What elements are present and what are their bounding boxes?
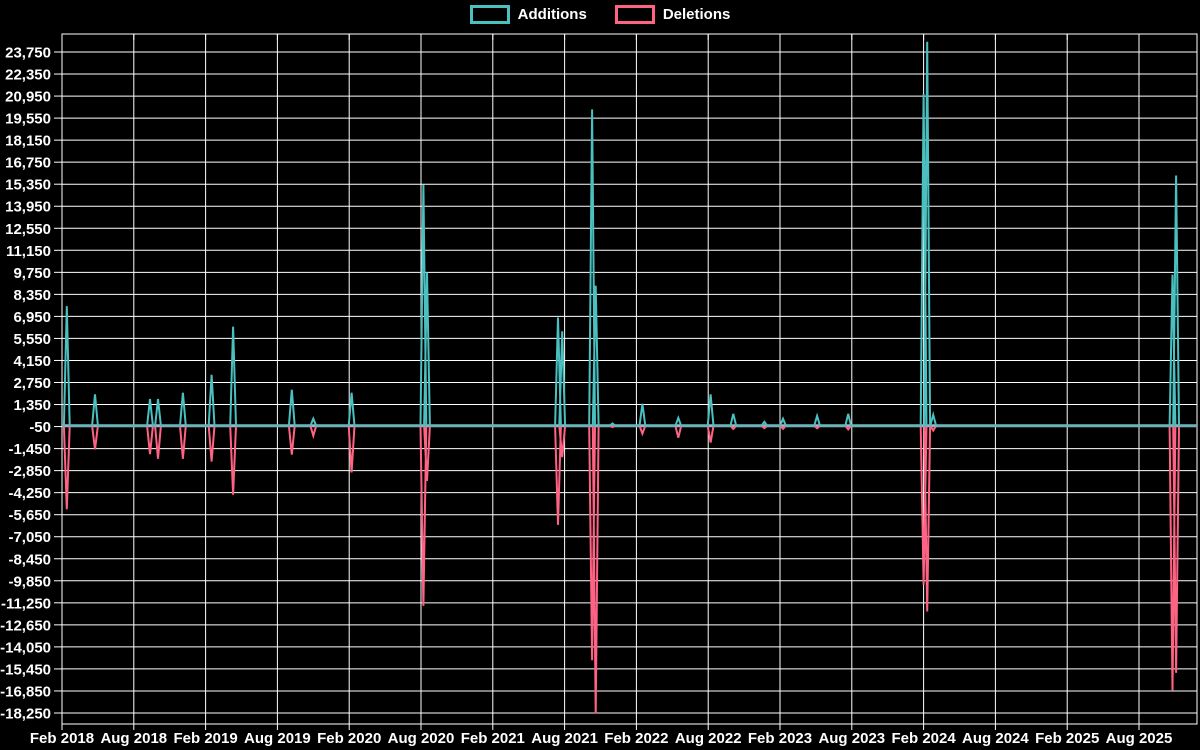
additions-legend-label: Additions bbox=[517, 5, 587, 23]
x-axis-label: Aug 2020 bbox=[388, 730, 455, 747]
legend-item-additions[interactable]: Additions bbox=[469, 5, 587, 24]
additions-line bbox=[62, 41, 1197, 427]
chart-legend: Additions Deletions bbox=[0, 5, 1200, 24]
y-axis-label: 12,550 bbox=[5, 221, 51, 238]
y-axis-label: 22,350 bbox=[5, 67, 51, 84]
y-axis-label: -16,850 bbox=[0, 683, 51, 700]
y-axis-label: -2,850 bbox=[8, 463, 51, 480]
deletions-legend-label: Deletions bbox=[662, 5, 731, 23]
y-axis-label: -4,250 bbox=[8, 485, 51, 502]
x-axis-label: Aug 2019 bbox=[244, 730, 311, 747]
y-axis-label: -1,450 bbox=[8, 441, 51, 458]
x-axis-label: Feb 2025 bbox=[1035, 730, 1099, 747]
y-axis-label: 6,950 bbox=[13, 309, 51, 326]
plot-border bbox=[61, 33, 1198, 725]
y-axis-label: -15,450 bbox=[0, 661, 51, 678]
y-axis-label: 13,950 bbox=[5, 199, 51, 216]
y-axis-label: -14,050 bbox=[0, 639, 51, 656]
y-axis-label: 8,350 bbox=[13, 287, 51, 304]
y-axis-labels: 23,750 22,350 20,950 19,550 18,150 16,750 15,3… bbox=[0, 45, 51, 723]
additions-swatch bbox=[469, 5, 510, 24]
y-axis-label: 9,750 bbox=[13, 265, 51, 282]
x-axis-label: Feb 2021 bbox=[461, 730, 525, 747]
x-axis-label: Feb 2024 bbox=[891, 730, 956, 747]
y-axis-label: 16,750 bbox=[5, 155, 51, 172]
deletions-swatch bbox=[614, 5, 655, 24]
y-axis-label: -18,250 bbox=[0, 705, 51, 722]
x-axis-label: Aug 2018 bbox=[100, 730, 167, 747]
x-axis-label: Aug 2022 bbox=[675, 730, 742, 747]
x-axis-label: Aug 2023 bbox=[818, 730, 885, 747]
axis-ticks bbox=[54, 34, 1140, 730]
y-axis-label: -11,250 bbox=[1, 595, 51, 612]
x-axis-label: Feb 2019 bbox=[173, 730, 237, 747]
y-axis-label: 19,550 bbox=[5, 111, 51, 128]
y-axis-label: 2,750 bbox=[13, 375, 51, 392]
y-axis-label: -9,850 bbox=[8, 573, 51, 590]
y-axis-label: 18,150 bbox=[5, 133, 51, 150]
x-axis-label: Feb 2020 bbox=[317, 730, 381, 747]
x-axis-labels: Feb 2018 Aug 2018 Feb 2019 Aug 2019 Feb 2020… bbox=[30, 730, 1172, 747]
x-axis-label: Feb 2023 bbox=[748, 730, 812, 747]
y-axis-label: -50 bbox=[29, 419, 51, 436]
x-axis-label: Aug 2021 bbox=[531, 730, 598, 747]
y-axis-label: -7,050 bbox=[8, 529, 51, 546]
y-axis-label: 23,750 bbox=[5, 45, 51, 62]
x-axis-label: Aug 2025 bbox=[1106, 730, 1173, 747]
deletions-line bbox=[62, 424, 1197, 714]
y-axis-label: 4,150 bbox=[13, 353, 51, 370]
y-axis-label: -5,650 bbox=[8, 507, 51, 524]
x-axis-label: Aug 2024 bbox=[962, 730, 1029, 747]
legend-item-deletions[interactable]: Deletions bbox=[614, 5, 731, 24]
x-axis-label: Feb 2022 bbox=[604, 730, 668, 747]
y-axis-label: 20,950 bbox=[5, 89, 51, 106]
y-axis-label: 15,350 bbox=[5, 177, 51, 194]
x-axis-label: Feb 2018 bbox=[30, 730, 94, 747]
y-axis-label: -12,650 bbox=[0, 617, 51, 634]
y-axis-label: 11,150 bbox=[6, 243, 51, 260]
y-axis-label: 5,550 bbox=[13, 331, 51, 348]
y-axis-label: -8,450 bbox=[8, 551, 51, 568]
grid-lines bbox=[61, 34, 1197, 724]
y-axis-label: 1,350 bbox=[13, 397, 51, 414]
